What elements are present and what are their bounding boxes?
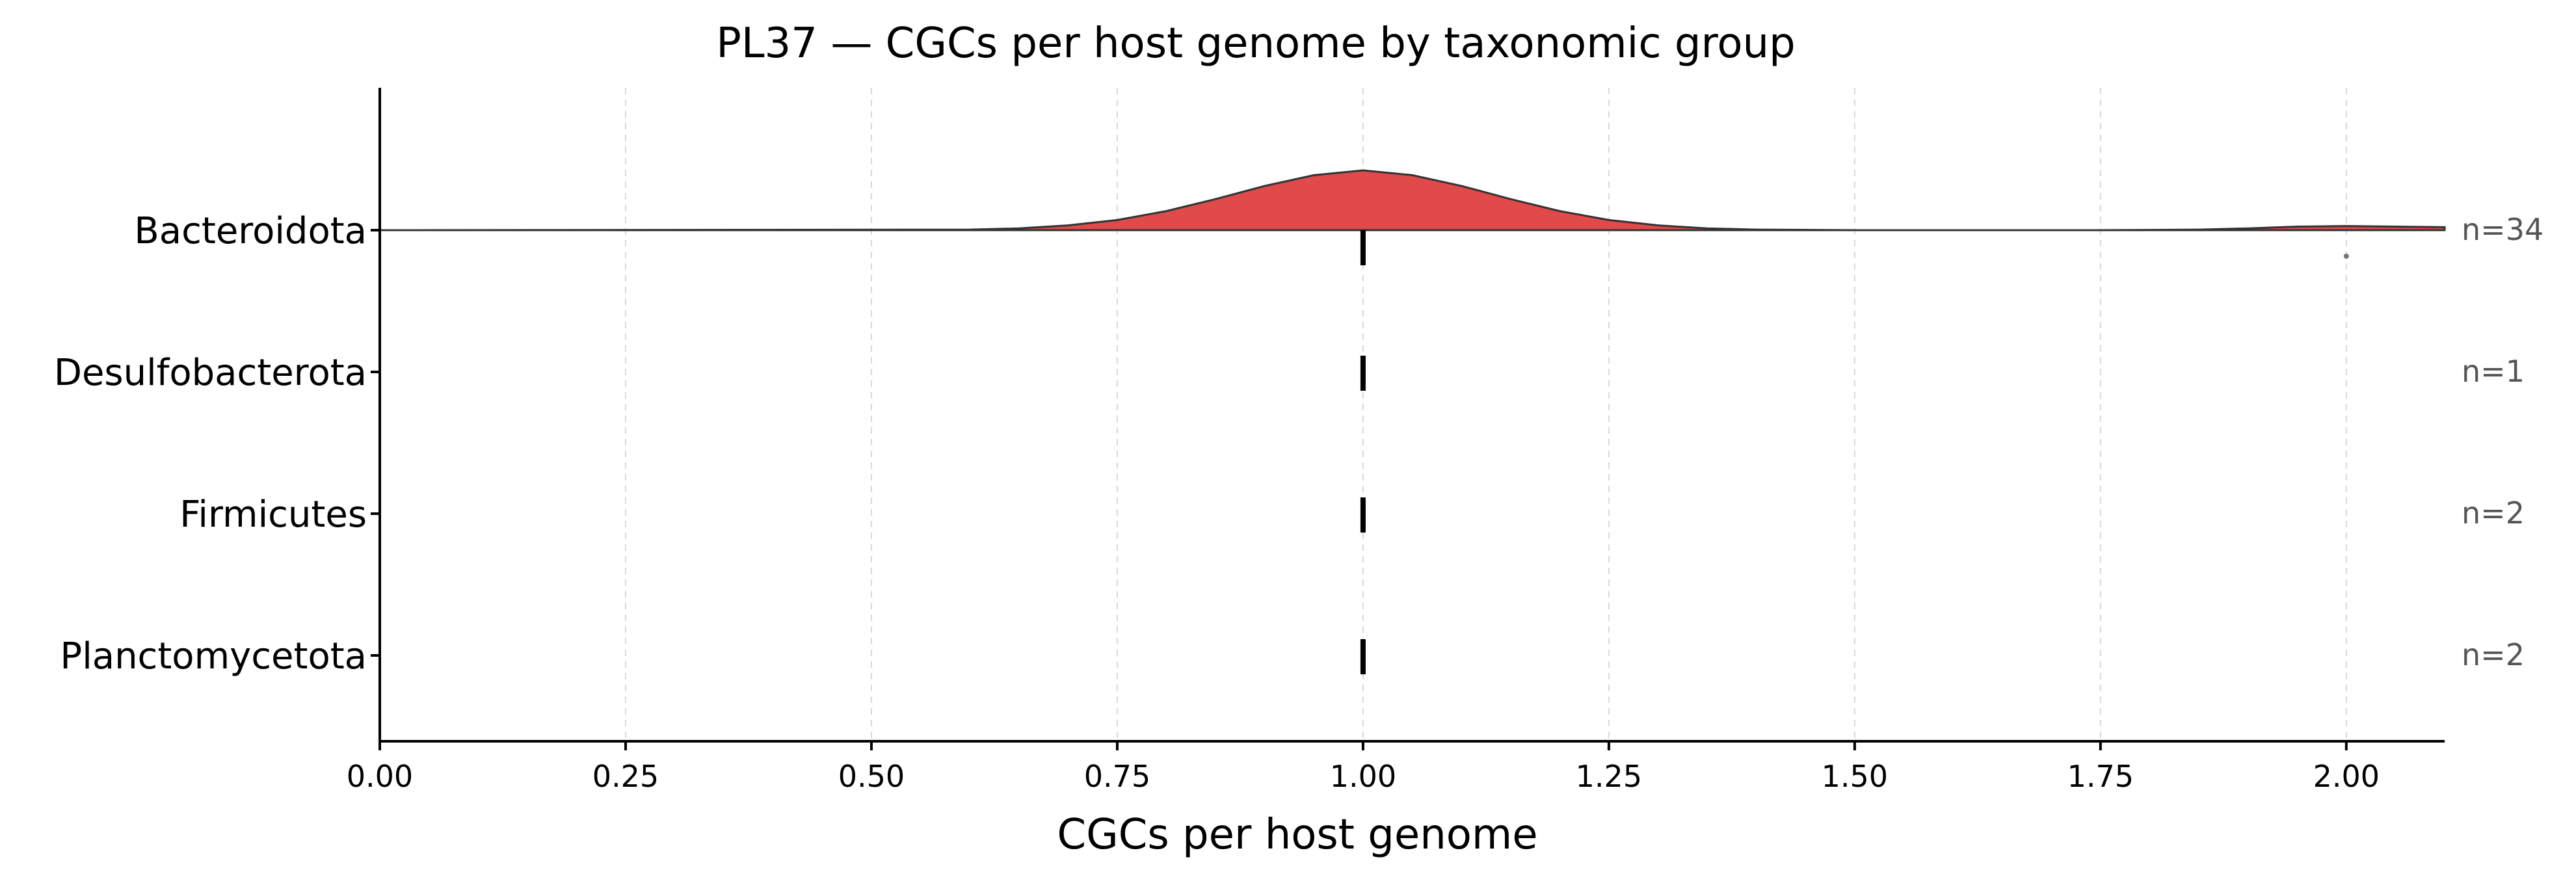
grid-layer (624, 88, 2347, 741)
x-axis-label: CGCs per host genome (1057, 811, 1537, 859)
x-tick-label: 0.75 (1084, 759, 1150, 794)
n-count-label: n=2 (2462, 495, 2525, 531)
y-tick-label: Firmicutes (179, 494, 367, 536)
x-tick-label: 0.00 (347, 759, 413, 794)
x-tick-label: 1.75 (2067, 759, 2134, 794)
n-count-label: n=1 (2462, 354, 2525, 389)
outlier-point (2343, 254, 2349, 259)
x-tick-label: 2.00 (2313, 759, 2380, 794)
y-tick-label: Planctomycetota (60, 635, 367, 678)
density-ridge (379, 169, 2446, 231)
x-tick-label: 1.50 (1822, 759, 1888, 794)
x-tick-label: 1.25 (1576, 759, 1642, 794)
x-tick-label: 0.50 (838, 759, 905, 794)
x-tick-label: 0.25 (592, 759, 659, 794)
n-count-label: n=34 (2462, 212, 2543, 247)
chart-title: PL37 — CGCs per host genome by taxonomic… (716, 20, 1795, 68)
ridges-layer (379, 169, 2446, 674)
y-tick-label: Bacteroidota (134, 210, 367, 252)
x-ticks-layer: 0.00 0.25 0.50 0.75 1.00 1.25 1.50 1.75 2.00 (347, 741, 2380, 794)
y-labels-layer: Bacteroidota n=34 Desulfobacterota n=1 Firmi… (54, 210, 2543, 678)
x-tick-label: 1.00 (1330, 759, 1396, 794)
n-count-label: n=2 (2462, 637, 2525, 672)
y-tick-label: Desulfobacterota (54, 352, 367, 394)
